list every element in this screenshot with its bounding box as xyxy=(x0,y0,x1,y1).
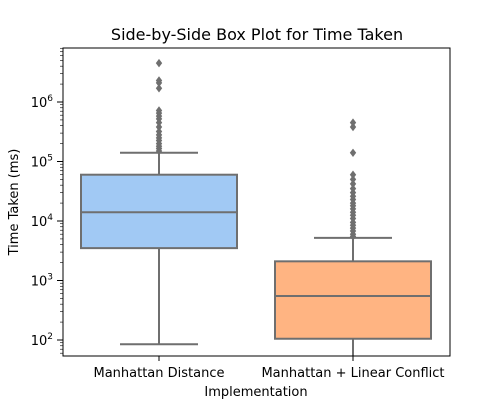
outlier-point xyxy=(155,106,163,115)
outlier-point xyxy=(349,118,357,127)
outlier-point xyxy=(155,76,163,85)
x-axis-label: Implementation xyxy=(204,385,307,400)
y-tick-label: 104 xyxy=(31,213,54,230)
outlier-point xyxy=(155,127,163,136)
outlier-point xyxy=(349,179,357,189)
outlier-point xyxy=(155,58,163,68)
chart-title: Side-by-Side Box Plot for Time Taken xyxy=(111,25,403,44)
y-tick-label: 103 xyxy=(31,273,53,290)
outlier-point xyxy=(155,122,163,132)
plot-frame xyxy=(62,47,451,357)
outlier-point xyxy=(155,84,163,93)
y-tick-label: 106 xyxy=(31,94,54,111)
y-axis-label: Time Taken (ms) xyxy=(7,149,22,257)
outlier-point xyxy=(349,175,357,184)
box-2 xyxy=(274,118,432,356)
iqr-box xyxy=(274,260,432,340)
outlier-point xyxy=(349,184,357,193)
plot-area xyxy=(80,58,432,356)
outlier-point xyxy=(349,148,357,158)
y-tick-label: 102 xyxy=(31,332,53,349)
y-tick-label: 105 xyxy=(31,154,53,171)
x-tick-label: Manhattan + Linear Conflict xyxy=(261,366,444,381)
outlier-point xyxy=(349,170,357,179)
box-1 xyxy=(80,58,238,346)
x-tick-label: Manhattan Distance xyxy=(93,366,224,381)
outlier-point xyxy=(349,122,357,132)
